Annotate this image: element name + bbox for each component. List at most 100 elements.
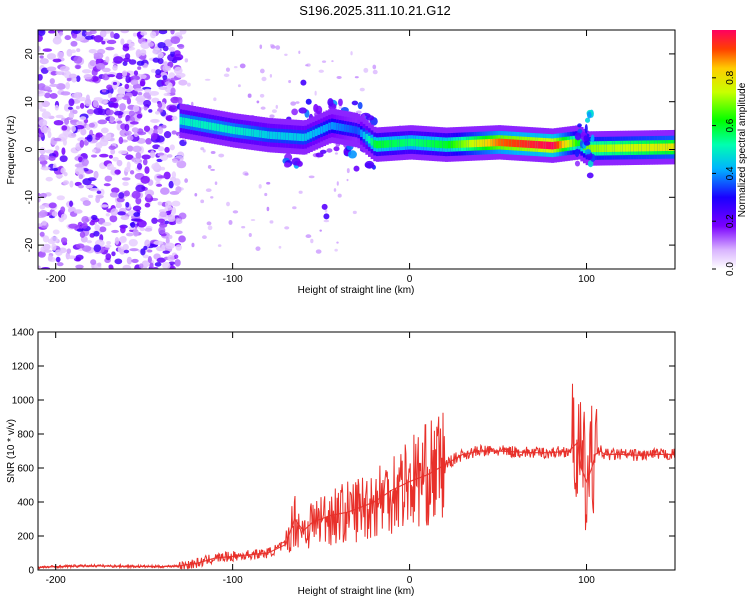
band-segment [532, 140, 536, 149]
noise-speck [191, 101, 194, 107]
band-segment [667, 143, 672, 151]
band-blob [351, 100, 359, 106]
band-segment [352, 125, 356, 134]
noise-speck [38, 223, 43, 228]
noise-speck [54, 104, 59, 111]
noise-speck [271, 109, 277, 114]
noise-speck [77, 137, 86, 142]
noise-speck [132, 105, 140, 113]
noise-speck [170, 36, 181, 45]
noise-speck [52, 167, 59, 172]
noise-speck [157, 152, 165, 156]
noise-speck [56, 51, 65, 59]
noise-speck [151, 163, 161, 170]
noise-speck [75, 264, 84, 269]
band-segment [673, 143, 675, 151]
noise-speck [123, 249, 130, 254]
noise-speck [111, 251, 116, 257]
band-segment [482, 139, 486, 147]
noise-speck [133, 212, 141, 217]
band-segment [418, 139, 422, 147]
noise-speck [78, 156, 83, 162]
noise-speck [174, 259, 181, 267]
band-segment [559, 140, 563, 149]
band-segment [654, 143, 658, 152]
band-blob [583, 135, 588, 142]
noise-speck [126, 145, 134, 152]
band-segment [275, 131, 279, 140]
band-blob [327, 98, 334, 107]
noise-speck [144, 202, 151, 208]
noise-speck [169, 144, 175, 151]
noise-speck [310, 238, 314, 244]
noise-speck [109, 102, 118, 108]
noise-speck [241, 226, 246, 229]
band-segment [474, 139, 478, 148]
band-segment [325, 123, 329, 132]
noise-speck [354, 76, 359, 79]
noise-speck [171, 200, 181, 207]
noise-speck [42, 243, 51, 250]
noise-speck [47, 89, 53, 93]
noise-speck [74, 167, 85, 176]
band-segment [670, 143, 674, 151]
noise-speck [141, 260, 150, 268]
noise-speck [162, 261, 171, 269]
noise-speck [319, 229, 322, 232]
band-segment [391, 139, 396, 148]
band-segment [575, 138, 579, 147]
noise-speck [114, 258, 123, 265]
noise-speck [177, 97, 183, 105]
noise-speck [269, 74, 273, 78]
noise-speck [119, 236, 127, 244]
band-blob [574, 132, 582, 141]
band-blob [283, 162, 291, 168]
band-segment [288, 132, 292, 141]
noise-speck [89, 220, 95, 226]
noise-speck [298, 190, 303, 194]
noise-speck [112, 81, 118, 86]
band-segment [248, 128, 252, 137]
band-segment [447, 140, 451, 149]
noise-speck [106, 240, 112, 245]
band-segment [495, 138, 499, 147]
noise-speck [45, 176, 53, 182]
noise-speck [115, 202, 122, 209]
noise-speck [93, 35, 104, 43]
band-segment [333, 122, 337, 130]
noise-speck [38, 197, 41, 203]
noise-speck [95, 196, 101, 204]
band-segment [336, 122, 340, 131]
noise-speck [48, 202, 57, 209]
noise-speck [116, 120, 123, 124]
noise-speck [164, 200, 173, 208]
noise-speck [137, 92, 143, 96]
noise-speck [152, 57, 160, 63]
noise-speck [81, 245, 92, 252]
noise-speck [147, 95, 152, 100]
band-segment [513, 139, 518, 148]
band-segment [468, 139, 473, 148]
band-segment [606, 144, 611, 152]
noise-speck [110, 149, 116, 155]
snr-xlabel: Height of straight line (km) [298, 586, 415, 597]
noise-speck [38, 73, 43, 81]
noise-speck [39, 204, 46, 210]
noise-speck [92, 100, 99, 108]
noise-speck [160, 166, 166, 171]
noise-speck [125, 201, 130, 208]
band-blob [291, 108, 298, 116]
band-segment [309, 131, 313, 139]
band-segment [291, 132, 295, 141]
noise-speck [323, 219, 330, 223]
noise-speck [126, 135, 134, 141]
noise-speck [128, 110, 135, 117]
band-segment [662, 143, 666, 152]
band-segment [498, 138, 502, 147]
band-blob [353, 165, 360, 172]
noise-speck [122, 181, 129, 187]
noise-speck [125, 75, 131, 84]
band-segment [429, 139, 433, 148]
noise-speck [67, 255, 76, 260]
